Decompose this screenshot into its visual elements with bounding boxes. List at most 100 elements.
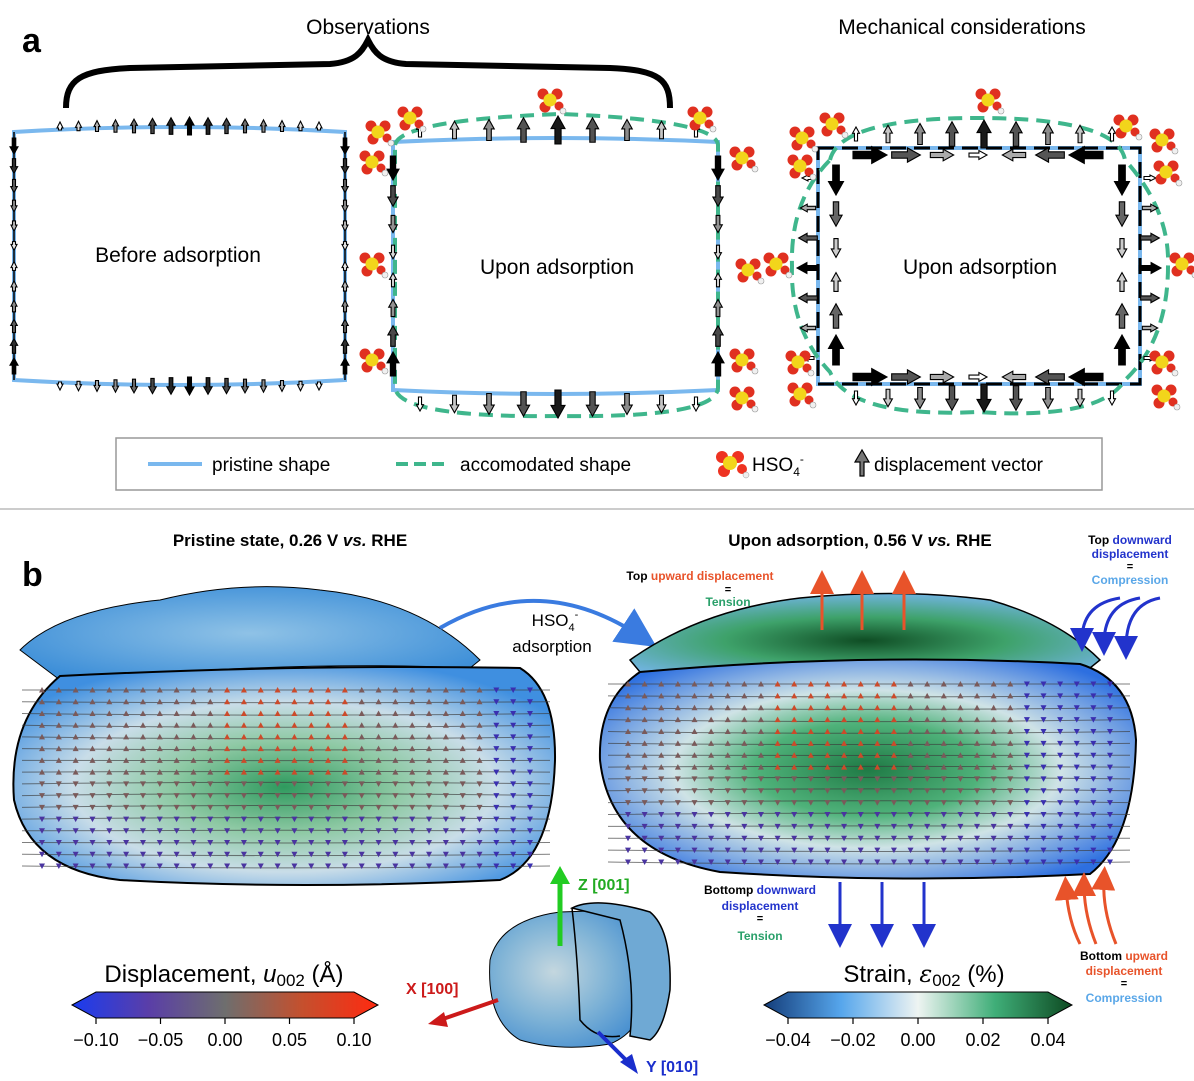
displacement-vector: [1041, 386, 1055, 410]
displacement-arrow: [625, 716, 631, 723]
displacement-arrow: [807, 812, 814, 818]
displacement-arrow: [240, 757, 247, 763]
displacement-arrow: [1040, 693, 1047, 699]
displacement-arrow: [510, 804, 517, 811]
contour-line: [607, 812, 1131, 816]
displacement-arrow: [824, 764, 831, 770]
displacement-arrow: [426, 769, 433, 775]
displacement-vector: [341, 298, 349, 313]
displacement-arrow: [341, 722, 348, 728]
displacement-arrow: [106, 851, 113, 858]
displacement-arrow: [89, 840, 96, 846]
displacement-arrow: [1090, 800, 1097, 806]
displacement-arrow: [625, 681, 631, 687]
displacement-arrow: [691, 847, 698, 854]
displacement-arrow: [890, 716, 897, 723]
displacement-arrow: [658, 740, 665, 746]
displacement-arrow: [426, 816, 433, 823]
displacement-arrow: [1040, 835, 1047, 842]
displacement-arrow: [625, 728, 631, 734]
displacement-arrow: [207, 710, 214, 716]
cube-inset: [428, 866, 671, 1074]
displacement-arrow: [890, 681, 897, 687]
displacement-vector: [1074, 124, 1086, 144]
displacement-arrow: [375, 710, 382, 716]
displacement-vector: [296, 380, 305, 392]
displacement-arrow: [974, 812, 981, 818]
bottom-downward-eq: =: [757, 913, 763, 925]
displacement-arrow: [106, 757, 113, 763]
displacement-arrow: [240, 687, 247, 693]
displacement-arrow: [974, 847, 981, 854]
displacement-arrow: [1023, 835, 1030, 842]
displacement-arrow: [274, 840, 281, 846]
displacement-arrow: [156, 722, 163, 728]
displacement-arrow: [691, 859, 698, 865]
x-axis-arrow: [439, 998, 499, 1022]
displacement-arrow: [89, 769, 96, 775]
displacement-vector: [1067, 145, 1104, 165]
displacement-arrow: [824, 704, 831, 711]
displacement-arrow: [308, 698, 315, 705]
displacement-arrow: [409, 863, 416, 869]
displacement-arrow: [924, 823, 931, 830]
displacement-arrow: [874, 835, 881, 842]
displacement-vector: [165, 377, 177, 396]
displacement-arrow: [691, 835, 698, 842]
displacement-arrow: [990, 812, 997, 818]
displacement-vector: [1141, 323, 1159, 333]
displacement-vector: [340, 137, 350, 156]
displacement-arrow: [527, 699, 533, 705]
displacement-arrow: [724, 847, 731, 854]
displacement-arrow: [774, 740, 781, 746]
displacement-arrow: [325, 687, 332, 693]
displacement-arrow: [123, 828, 130, 834]
displacement-arrow: [308, 863, 315, 869]
displacement-arrow: [173, 722, 180, 728]
displacement-arrow: [641, 716, 648, 723]
top-downward-eq: =: [1127, 561, 1133, 573]
displacement-arrow: [55, 840, 62, 846]
displacement-arrow: [674, 764, 681, 770]
displacement-arrow: [957, 800, 964, 806]
displacement-arrow: [890, 776, 897, 782]
displacement-arrow: [442, 687, 449, 693]
displacement-vector: [882, 124, 894, 144]
displacement-arrow: [807, 859, 814, 865]
displacement-arrow: [1040, 764, 1047, 771]
displacement-arrow: [207, 816, 214, 823]
displacement-vector: [259, 118, 268, 133]
displacement-arrow: [757, 800, 764, 806]
displacement-arrow: [674, 704, 681, 711]
displacement-arrow: [1007, 800, 1014, 806]
displacement-arrow: [924, 764, 931, 770]
displacement-arrow: [1007, 788, 1014, 794]
displacement-arrow: [907, 847, 914, 854]
displacement-arrow: [791, 716, 798, 723]
displacement-arrow: [1073, 693, 1080, 699]
displacement-arrow: [874, 788, 881, 794]
displacement-vector: [388, 244, 398, 260]
displacement-vector: [1140, 292, 1161, 304]
displacement-arrow: [308, 710, 315, 716]
displacement-arrow: [1023, 847, 1030, 854]
displacement-vector: [56, 120, 64, 131]
displacement-vector: [9, 318, 19, 334]
displacement-vector: [1008, 385, 1024, 412]
displacement-arrow: [442, 851, 449, 858]
displacement-arrow: [139, 733, 146, 740]
displacement-colorbar-tick-label: −0.05: [138, 1030, 184, 1050]
displacement-arrow: [625, 847, 631, 854]
displacement-arrow: [708, 728, 715, 734]
displacement-arrow: [1073, 752, 1080, 759]
displacement-arrow: [156, 733, 163, 740]
displacement-arrow: [708, 740, 715, 746]
displacement-arrow: [990, 788, 997, 794]
displacement-arrow: [207, 745, 214, 752]
displacement-vector: [830, 271, 842, 292]
contour-line: [21, 853, 551, 857]
displacement-arrow: [358, 745, 365, 752]
displacement-arrow: [957, 788, 964, 794]
displacement-arrow: [224, 745, 231, 752]
